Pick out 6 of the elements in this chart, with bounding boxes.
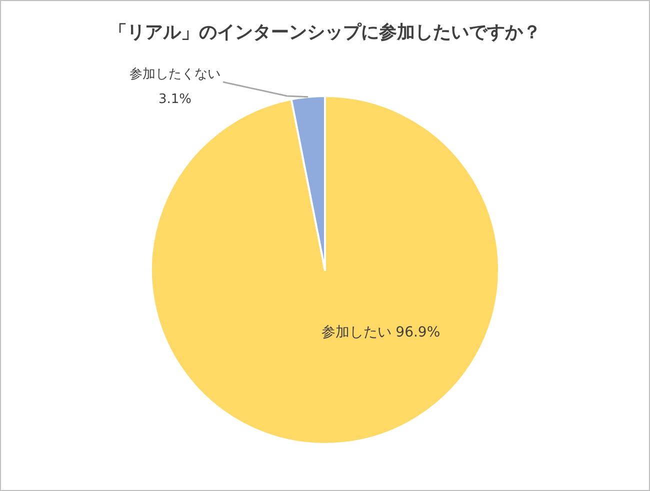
pie-slice [150,95,500,445]
data-label: 3.1% [158,92,192,107]
slice-label: 参加したい [322,324,392,341]
chart-title: 「リアル」のインターンシップに参加したいですか？ [109,22,541,43]
data-label: 96.9% [396,324,440,341]
slice-label: 参加したくない [130,67,220,82]
